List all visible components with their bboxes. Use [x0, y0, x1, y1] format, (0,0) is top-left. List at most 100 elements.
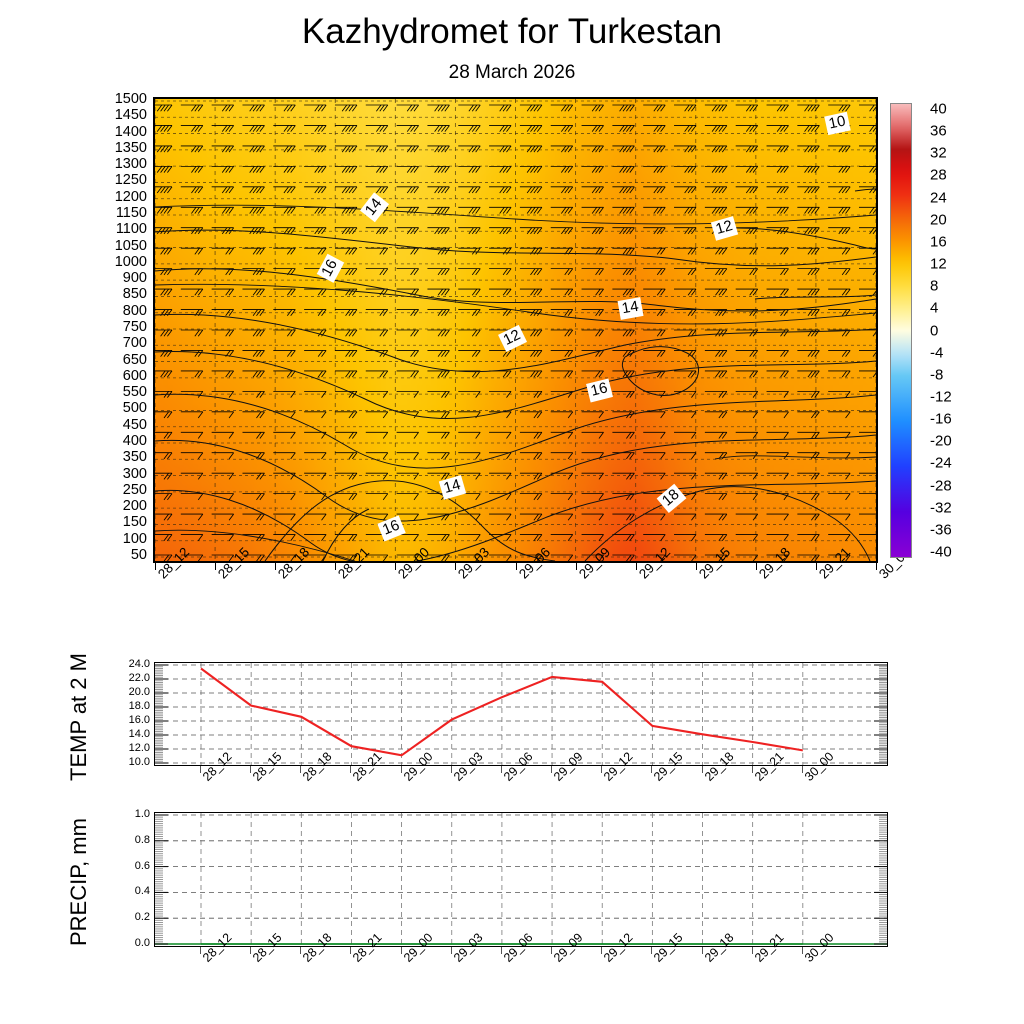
xsection-y-tick-label: 650	[122, 351, 147, 368]
wind-barb	[365, 268, 389, 276]
wind-barb	[643, 329, 666, 337]
wind-barb	[735, 370, 759, 378]
wind-barb	[365, 493, 389, 501]
xsection-y-tick-label: 250	[122, 481, 147, 498]
precip-x-tick	[751, 947, 753, 954]
wind-barb	[242, 370, 265, 378]
wind-barb	[704, 247, 728, 255]
wind-barb	[674, 104, 697, 112]
xsection-x-tick	[155, 563, 156, 570]
wind-barb	[859, 472, 876, 474]
wind-barb	[828, 268, 851, 276]
precip-x-axis: 28_12 28_15 28_18 28_21 29_00 29_03 29_06 29_09…	[154, 930, 888, 1003]
xsection-y-tick-label: 1400	[114, 123, 147, 140]
wind-barb	[704, 513, 728, 521]
wind-barb	[242, 493, 265, 501]
wind-barb	[766, 186, 789, 194]
wind-barb	[735, 145, 759, 153]
wind-barb	[334, 165, 358, 173]
wind-barb	[458, 309, 481, 316]
temp-axis-label: TEMP at 2 M	[66, 653, 91, 782]
wind-barb	[180, 513, 204, 521]
wind-barb	[365, 452, 389, 460]
wind-barb	[396, 411, 419, 419]
wind-barb	[458, 288, 481, 296]
wind-barb	[519, 472, 543, 480]
precip-axis-label: PRECIP, mm	[66, 818, 91, 947]
wind-barb	[458, 534, 481, 541]
wind-barb	[797, 206, 820, 214]
wind-barb	[859, 329, 876, 337]
temp-x-tick	[350, 766, 352, 773]
wind-barb	[828, 370, 851, 378]
wind-barb	[550, 431, 574, 439]
wind-barb	[458, 390, 481, 398]
xsection-y-tick-label: 600	[122, 367, 147, 384]
wind-barb	[704, 472, 728, 480]
wind-barb	[155, 247, 173, 255]
wind-barb	[674, 452, 697, 460]
contour-label-text: 16	[588, 379, 610, 400]
wind-barb	[304, 390, 327, 398]
temp-x-tick	[500, 766, 502, 773]
wind-barb	[674, 288, 697, 296]
wind-barb	[396, 493, 419, 501]
xsection-y-tick-label: 150	[122, 514, 147, 531]
wind-barb	[612, 165, 635, 173]
wind-barb	[519, 227, 543, 235]
wind-barb	[334, 309, 358, 316]
wind-barb	[674, 247, 697, 255]
wind-barb	[334, 186, 358, 194]
temp-x-axis: 28_12 28_15 28_18 28_21 29_00 29_03 29_06 29_09…	[154, 749, 888, 822]
wind-barb	[242, 125, 265, 132]
wind-barb	[396, 186, 419, 194]
wind-barb	[489, 452, 512, 460]
wind-barb	[365, 431, 389, 439]
xsection-x-tick	[876, 563, 877, 570]
wind-barb	[550, 145, 574, 153]
wind-barb	[643, 227, 666, 235]
wind-barb	[797, 104, 820, 112]
xsection-y-tick-label: 1000	[114, 253, 147, 270]
wind-barb	[334, 350, 358, 357]
precip-plot[interactable]	[154, 812, 888, 947]
precip-x-tick	[801, 947, 803, 954]
wind-barb	[334, 145, 358, 153]
wind-barb	[180, 390, 204, 398]
precip-x-tick	[350, 947, 352, 954]
colorbar	[890, 103, 912, 558]
wind-barb	[674, 186, 697, 194]
wind-barb	[489, 145, 512, 153]
wind-barb	[704, 370, 728, 378]
wind-barb	[766, 411, 789, 419]
wind-barb	[489, 125, 512, 132]
wind-barb	[581, 493, 604, 501]
xsection-y-tick-label: 350	[122, 449, 147, 466]
colorbar-gradient	[891, 104, 911, 557]
temp-x-tick	[200, 766, 201, 773]
wind-barb	[304, 186, 327, 194]
temp-y-tick-label: 20.0	[128, 686, 150, 698]
wind-barb	[519, 513, 543, 521]
colorbar-tick-label: 20	[930, 211, 947, 229]
xsection-x-tick	[515, 563, 517, 570]
temp-y-tick-label: 12.0	[128, 742, 150, 754]
wind-barb	[612, 227, 635, 235]
wind-barb	[643, 472, 666, 480]
wind-barb	[797, 390, 820, 398]
colorbar-tick-label: -36	[930, 521, 952, 539]
wind-barb	[211, 165, 234, 173]
wind-barb	[180, 125, 204, 132]
wind-barb	[155, 534, 173, 541]
wind-barb	[704, 268, 728, 276]
wind-barb	[273, 452, 296, 460]
xsection-x-tick	[755, 563, 757, 570]
wind-barb	[155, 165, 173, 173]
wind-barb	[581, 431, 604, 439]
cross-section-plot[interactable]: 10 14 12 16 14 12 16 14 18 16	[153, 97, 878, 563]
temp-plot[interactable]	[154, 662, 888, 766]
wind-barb	[273, 227, 296, 235]
xsection-y-tick-label: 1200	[114, 188, 147, 205]
precip-y-tick-label: 0.2	[134, 911, 150, 924]
wind-barb	[704, 329, 728, 337]
